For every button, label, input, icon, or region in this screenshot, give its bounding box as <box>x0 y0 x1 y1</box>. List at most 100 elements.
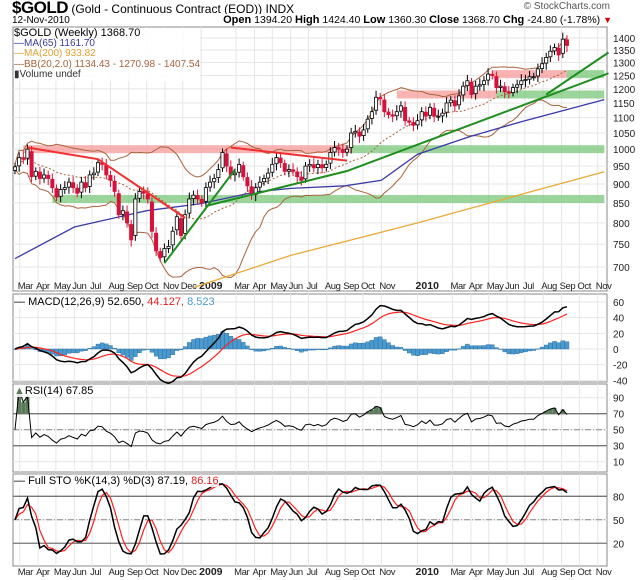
resistance-band <box>23 145 352 154</box>
macd-legend: — MACD(12,26,9) 52.650, 44.127, 8.523 <box>14 296 215 308</box>
macd-line <box>14 304 568 384</box>
macd-histogram-bar <box>465 343 470 350</box>
candle-body <box>178 218 183 236</box>
ma200-line <box>193 171 605 289</box>
macd-axis-tick-label: 60 <box>613 298 625 309</box>
x-axis-tick-label: May <box>487 567 504 578</box>
macd-histogram-bar <box>535 348 541 350</box>
candle-body <box>108 175 113 181</box>
macd-histogram-bar <box>166 348 171 359</box>
macd-histogram-bar <box>253 348 258 352</box>
candle-body <box>12 166 17 171</box>
x-axis-tick-label: Apr <box>253 567 267 578</box>
candle-body <box>411 122 416 126</box>
stockcharts-brand[interactable]: © StockCharts.com <box>523 1 610 12</box>
x-axis-tick-label: Nov <box>379 567 395 578</box>
candle-body <box>71 182 76 189</box>
candle-body <box>332 147 337 153</box>
x-axis-tick-label: Oct <box>577 281 591 292</box>
macd-histogram-bar <box>419 348 424 355</box>
price-axis-tick-label: 900 <box>613 180 630 191</box>
candle-body <box>183 214 188 234</box>
x-axis-tick-label: Apr <box>469 281 483 292</box>
candle-body <box>390 114 395 117</box>
candle-body <box>448 99 453 104</box>
macd-histogram-bar <box>398 347 404 350</box>
candle-body <box>104 165 109 176</box>
candle-body <box>481 80 486 85</box>
macd-histogram-bar <box>506 348 512 355</box>
macd-histogram-bar <box>390 345 395 350</box>
macd-histogram-bar <box>241 342 246 350</box>
macd-axis-tick-label: 0 <box>613 345 619 356</box>
candle-body <box>548 50 553 58</box>
candle-body <box>125 211 130 224</box>
price-axis-tick-label: 1300 <box>613 58 636 69</box>
macd-histogram-bar <box>265 348 271 351</box>
x-axis-tick-label: Mar <box>18 281 33 292</box>
support-trendline <box>205 72 609 207</box>
macd-histogram-bar <box>407 348 412 354</box>
candle-body <box>415 120 420 126</box>
candle-body <box>91 172 96 176</box>
candle-body <box>261 178 266 183</box>
close-value: 1368.70 <box>462 14 500 26</box>
price-axis-tick-label: 700 <box>613 263 630 274</box>
candle-body <box>465 80 470 87</box>
x-axis-tick-label: 2009 <box>199 280 223 292</box>
macd-histogram-bar <box>552 341 557 350</box>
macd-histogram-bar <box>498 348 503 350</box>
macd-histogram-bar <box>548 342 553 350</box>
panel-macd <box>12 293 608 383</box>
macd-histogram-bar <box>369 339 375 350</box>
candle-body <box>540 63 545 69</box>
x-axis-tick-label: Aug <box>108 567 124 578</box>
macd-histogram-bar <box>182 346 188 350</box>
open-value: 1394.20 <box>254 14 293 26</box>
candle-body <box>440 112 445 117</box>
bollinger-upper-line <box>14 37 568 178</box>
x-axis-tick-label: Jul <box>523 281 534 292</box>
macd-histogram-bar <box>481 345 487 350</box>
x-axis-tick-label: Sep <box>560 567 576 578</box>
candle-body <box>154 232 159 252</box>
candle-body <box>170 230 175 246</box>
candle-body <box>58 189 63 197</box>
macd-histogram-bar <box>104 343 109 350</box>
macd-histogram-bar <box>348 343 354 350</box>
macd-histogram-bar <box>83 348 88 351</box>
macd-histogram-bar <box>361 342 366 350</box>
macd-histogram-bar <box>75 348 80 354</box>
candle-body <box>187 198 192 214</box>
candle-body <box>407 120 412 123</box>
candle-body <box>386 111 391 116</box>
macd-histogram-bar <box>158 348 163 360</box>
macd-histogram-bar <box>477 345 482 350</box>
candle-body <box>369 111 374 119</box>
candle-body <box>79 181 84 193</box>
candle-body <box>531 76 536 79</box>
candle-body <box>490 73 495 76</box>
x-axis-tick-label: Apr <box>36 281 50 292</box>
candle-body <box>120 210 125 215</box>
sto-legend: — Full STO %K(14,3) %D(3) 87.19, 86.16 <box>14 475 219 487</box>
macd-histogram-bar <box>245 345 250 350</box>
legend-macd-signal: 44.127, <box>147 296 184 308</box>
candle-body <box>191 194 196 200</box>
candle-body <box>564 39 569 46</box>
x-axis-tick-label: Jun <box>505 567 519 578</box>
legend-volume: ▮Volume undef <box>14 69 81 80</box>
x-axis-tick-label: May <box>54 567 71 578</box>
x-axis-tick-label: Dec <box>181 281 197 292</box>
macd-histogram-bar <box>303 348 308 352</box>
macd-histogram-bar <box>448 348 453 351</box>
candle-body <box>552 47 557 52</box>
macd-histogram-bar <box>456 348 462 350</box>
candle-body <box>486 73 491 81</box>
macd-histogram-bar <box>290 348 296 350</box>
candle-body <box>212 178 217 183</box>
x-axis-tick-label: Oct <box>145 281 159 292</box>
high-value: 1424.40 <box>322 14 361 26</box>
candle-body <box>477 84 482 87</box>
candle-body <box>365 118 370 130</box>
